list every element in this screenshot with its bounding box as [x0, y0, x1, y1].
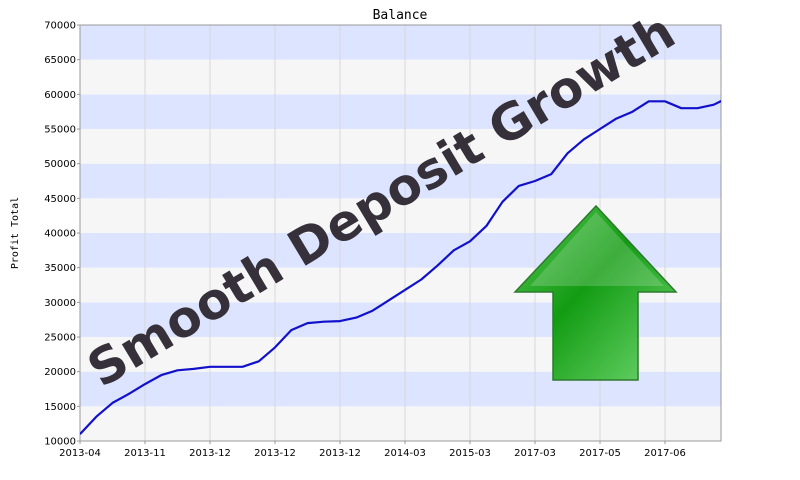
- x-tick-label: 2017-06: [644, 448, 686, 459]
- y-axis: 10000 15000 20000 25000 30000 35000 40000 45000…: [44, 21, 80, 448]
- y-tick-label: 40000: [44, 229, 76, 240]
- x-tick-label: 2013-12: [254, 448, 296, 459]
- y-tick-label: 45000: [44, 194, 76, 205]
- band: [80, 129, 721, 164]
- band: [80, 406, 721, 441]
- x-tick-label: 2017-03: [514, 448, 556, 459]
- y-tick-label: 55000: [44, 125, 76, 136]
- y-tick-label: 65000: [44, 55, 76, 66]
- y-tick-label: 50000: [44, 159, 76, 170]
- up-arrow-icon: [513, 204, 678, 381]
- band: [80, 94, 721, 129]
- x-tick-label: 2013-12: [189, 448, 231, 459]
- y-axis-title: Profit Total: [10, 197, 21, 269]
- band: [80, 163, 721, 199]
- band: [80, 25, 721, 60]
- chart-title: Balance: [373, 8, 428, 23]
- y-tick-label: 35000: [44, 263, 76, 274]
- x-tick-label: 2013-11: [124, 448, 166, 459]
- x-tick-label: 2013-04: [59, 448, 101, 459]
- y-tick-label: 15000: [44, 402, 76, 413]
- x-axis: 2013-04 2013-11 2013-12 2013-12 2013-12 2014-…: [59, 441, 686, 459]
- band: [80, 59, 721, 95]
- y-tick-label: 60000: [44, 90, 76, 101]
- y-tick-label: 30000: [44, 298, 76, 309]
- y-tick-label: 20000: [44, 367, 76, 378]
- y-tick-label: 70000: [44, 21, 76, 32]
- vertical-gridlines: [144, 25, 666, 441]
- balance-series-line: [80, 99, 721, 435]
- y-tick-label: 25000: [44, 333, 76, 344]
- x-tick-label: 2015-03: [449, 448, 491, 459]
- x-tick-label: 2017-05: [579, 448, 621, 459]
- y-tick-label: 10000: [44, 437, 76, 448]
- x-tick-label: 2014-03: [384, 448, 426, 459]
- x-tick-label: 2013-12: [319, 448, 361, 459]
